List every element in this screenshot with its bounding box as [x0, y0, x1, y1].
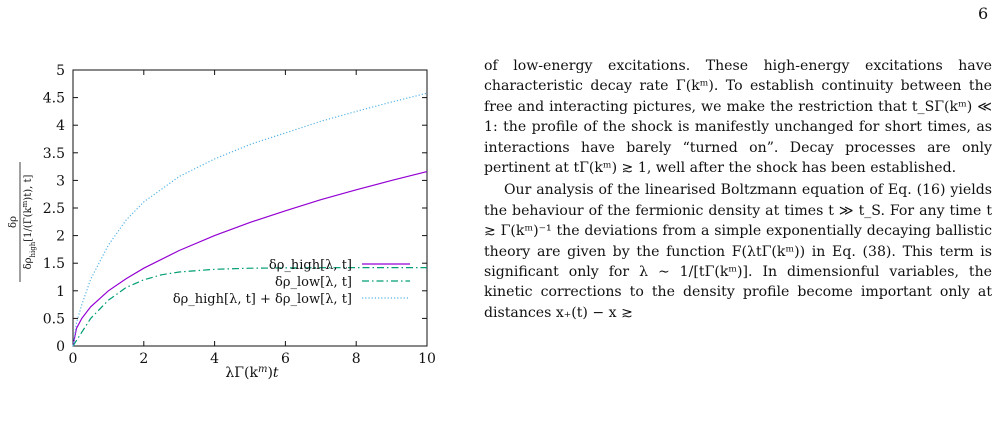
- y-tick-label: 5: [56, 63, 65, 79]
- y-tick-label: 2: [56, 229, 65, 245]
- y-tick-label: 0: [56, 339, 65, 355]
- chart-axes: 0 2 4 6 8 10 0 0.5 1 1.5 2 2.5 3 3.5 4 4.5 5: [43, 63, 436, 367]
- x-tick-label: 10: [418, 351, 436, 367]
- svg-text:δρhigh[1/(Γ(km)t), t]: δρhigh[1/(Γ(km)t), t]: [21, 174, 37, 269]
- x-tick-label: 2: [139, 351, 148, 367]
- body-text: of low-energy excitations. These high-en…: [484, 56, 992, 323]
- y-tick-label: 0.5: [43, 311, 65, 327]
- chart-legend: δρ_high[λ, t] δρ_low[λ, t] δρ_high[λ, t] +…: [173, 258, 410, 307]
- y-tick-label: 1.5: [43, 256, 65, 272]
- y-axis-label: δρ δρhigh[1/(Γ(km)t), t]: [8, 162, 37, 282]
- y-tick-label: 1: [56, 284, 65, 300]
- y-tick-label: 3.5: [43, 146, 65, 162]
- y-tick-label: 3: [56, 173, 65, 189]
- series-line-1: [72, 171, 428, 347]
- x-tick-label: 0: [69, 351, 78, 367]
- x-tick-label: 6: [281, 351, 290, 367]
- page-number: 6: [978, 4, 989, 23]
- x-tick-label: 4: [210, 351, 219, 367]
- legend-label-2: δρ_low[λ, t]: [275, 275, 352, 290]
- paragraph-1: of low-energy excitations. These high-en…: [484, 58, 992, 177]
- y-tick-label: 4.5: [43, 91, 65, 107]
- chart-series-layer: [72, 92, 428, 347]
- y-tick-label: 4: [56, 118, 65, 134]
- series-line-2: [72, 267, 427, 347]
- x-tick-label: 8: [352, 351, 361, 367]
- series-line-3: [72, 92, 428, 347]
- paragraph-2: Our analysis of the linearised Boltzmann…: [484, 182, 992, 321]
- legend-label-3: δρ_high[λ, t] + δρ_low[λ, t]: [173, 292, 352, 307]
- chart-figure: 0 2 4 6 8 10 0 0.5 1 1.5 2 2.5 3 3.5 4 4.5 5 δρ_high[λ, …: [8, 63, 436, 382]
- x-axis-label: λΓ(km)t: [225, 364, 279, 382]
- legend-label-1: δρ_high[λ, t]: [269, 258, 352, 273]
- svg-text:δρ: δρ: [8, 216, 19, 228]
- y-tick-label: 2.5: [43, 201, 65, 217]
